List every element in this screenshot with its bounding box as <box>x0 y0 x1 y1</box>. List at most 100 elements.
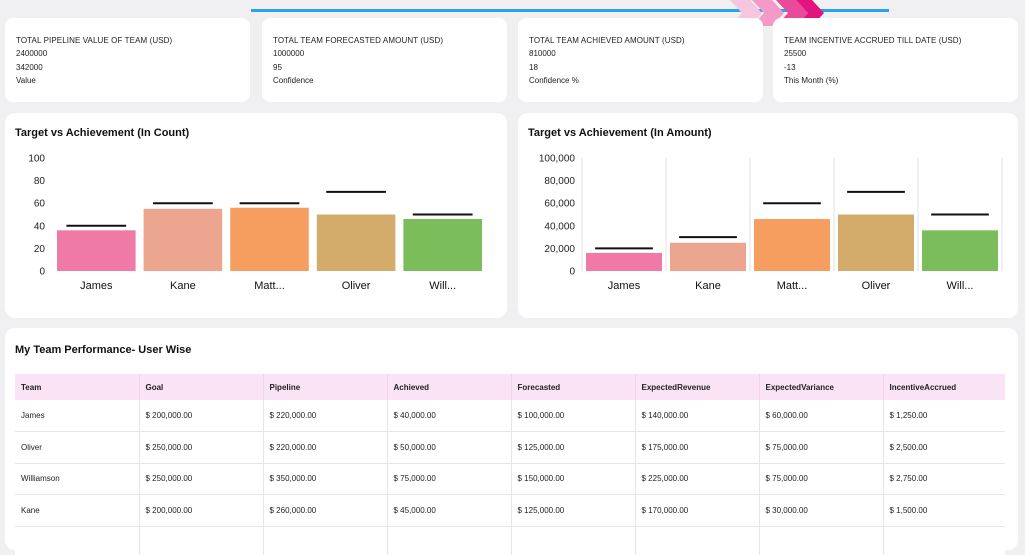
bar-kane[interactable] <box>670 242 746 271</box>
table-cell: $ 60,000.00 <box>759 400 884 432</box>
table-cell <box>139 526 264 555</box>
table-cell: Williamson <box>15 463 140 495</box>
table-cell: $ 40,000.00 <box>387 400 512 432</box>
bar-oliver[interactable] <box>838 214 914 272</box>
x-category-label: James <box>608 280 641 292</box>
table-cell <box>635 526 760 555</box>
table-cell: $ 75,000.00 <box>759 431 884 464</box>
table-row[interactable]: Oliver $ 250,000.00 $ 220,000.00 $ 50,00… <box>15 431 1005 464</box>
bar-will[interactable] <box>403 219 482 271</box>
table-cell: $ 260,000.00 <box>263 494 388 527</box>
y-tick-label: 20 <box>34 244 46 255</box>
kpi-title: TEAM INCENTIVE ACCRUED TILL DATE (USD) <box>784 36 962 45</box>
table-cell: $ 2,500.00 <box>883 431 1005 464</box>
table-cell: $ 75,000.00 <box>387 463 512 495</box>
amount-bar-chart: 0 20,000 40,000 60,000 80,000 100,000 James Kan… <box>539 154 1003 292</box>
kpi-card-pipeline: TOTAL PIPELINE VALUE OF TEAM (USD) 24000… <box>5 18 250 102</box>
column-header[interactable]: Pipeline <box>263 374 388 400</box>
y-tick-label: 40,000 <box>544 221 575 232</box>
table-row[interactable]: James $ 200,000.00 $ 220,000.00 $ 40,000… <box>15 400 1005 432</box>
table-cell: $ 1,500.00 <box>883 494 1005 527</box>
table-cell: Oliver <box>15 431 140 464</box>
kpi-sub-label: Confidence <box>273 75 314 85</box>
column-header[interactable]: Forecasted <box>511 374 636 400</box>
table-row[interactable] <box>15 526 1005 555</box>
y-tick-label: 80 <box>34 176 46 187</box>
chart-title: Target vs Achievement (In Count) <box>15 127 190 139</box>
table-cell: $ 125,000.00 <box>511 494 636 527</box>
bar-will[interactable] <box>922 230 998 271</box>
kpi-value: 1000000 <box>273 49 305 59</box>
bar-matt[interactable] <box>230 207 309 271</box>
y-tick-label: 0 <box>39 267 45 278</box>
column-header[interactable]: ExpectedRevenue <box>635 374 760 400</box>
kpi-sub-label: Value <box>16 75 36 85</box>
x-category-label: Will... <box>947 280 974 292</box>
kpi-value: 25500 <box>784 49 807 59</box>
table-cell <box>15 526 140 555</box>
kpi-sub-label: This Month (%) <box>784 75 839 85</box>
y-tick-label: 40 <box>34 221 46 232</box>
team-performance-table: Team Goal Pipeline Achieved Forecasted E… <box>15 374 1005 555</box>
table-row[interactable]: Williamson $ 250,000.00 $ 350,000.00 $ 7… <box>15 463 1005 495</box>
count-bar-chart: 0 20 40 60 80 100 James Kane Matt... Oliver Will..… <box>28 154 482 292</box>
column-header[interactable]: IncentiveAccrued <box>883 374 1005 400</box>
y-tick-label: 20,000 <box>544 244 575 255</box>
chart-card-amount: Target vs Achievement (In Amount) 0 20,00… <box>518 113 1018 318</box>
kpi-card-forecast: TOTAL TEAM FORECASTED AMOUNT (USD) 10000… <box>262 18 507 102</box>
table-cell: $ 220,000.00 <box>263 400 388 432</box>
table-cell: $ 175,000.00 <box>635 431 760 464</box>
bar-james[interactable] <box>586 252 662 271</box>
x-category-label: James <box>80 280 113 292</box>
x-category-label: Will... <box>429 280 456 292</box>
table-cell: $ 250,000.00 <box>139 463 264 495</box>
y-tick-label: 100,000 <box>539 154 576 165</box>
table-header-row: Team Goal Pipeline Achieved Forecasted E… <box>15 374 1005 400</box>
bar-oliver[interactable] <box>316 214 396 272</box>
kpi-sub-label: Confidence % <box>529 75 579 85</box>
table-cell <box>883 526 1005 555</box>
table-title: My Team Performance- User Wise <box>15 344 192 356</box>
bar-kane[interactable] <box>143 208 223 271</box>
table-cell <box>759 526 884 555</box>
table-cell: $ 100,000.00 <box>511 400 636 432</box>
kpi-sub-value: -13 <box>784 62 796 72</box>
table-cell: $ 45,000.00 <box>387 494 512 527</box>
bar-matt[interactable] <box>754 219 830 271</box>
table-cell: $ 200,000.00 <box>139 400 264 432</box>
table-cell: $ 200,000.00 <box>139 494 264 527</box>
column-header[interactable]: ExpectedVariance <box>759 374 884 400</box>
table-cell: $ 350,000.00 <box>263 463 388 495</box>
kpi-title: TOTAL TEAM ACHIEVED AMOUNT (USD) <box>529 36 685 45</box>
x-category-label: Matt... <box>777 280 808 292</box>
table-cell: $ 2,750.00 <box>883 463 1005 495</box>
table-cell: $ 75,000.00 <box>759 463 884 495</box>
table-row[interactable]: Kane $ 200,000.00 $ 260,000.00 $ 45,000.… <box>15 494 1005 527</box>
kpi-title: TOTAL PIPELINE VALUE OF TEAM (USD) <box>16 36 173 45</box>
table-cell: $ 30,000.00 <box>759 494 884 527</box>
column-header[interactable]: Team <box>15 374 140 400</box>
y-tick-label: 60 <box>34 199 46 210</box>
table-cell: $ 140,000.00 <box>635 400 760 432</box>
chart-title: Target vs Achievement (In Amount) <box>528 127 712 139</box>
kpi-card-achieved: TOTAL TEAM ACHIEVED AMOUNT (USD) 810000 … <box>518 18 763 102</box>
table-cell: $ 250,000.00 <box>139 431 264 464</box>
column-header[interactable]: Achieved <box>387 374 512 400</box>
kpi-sub-value: 95 <box>273 62 282 72</box>
table-cell: $ 220,000.00 <box>263 431 388 464</box>
kpi-sub-value: 342000 <box>16 62 43 72</box>
y-tick-label: 80,000 <box>544 176 575 187</box>
bar-james[interactable] <box>57 230 136 271</box>
table-cell: $ 125,000.00 <box>511 431 636 464</box>
table-cell: $ 50,000.00 <box>387 431 512 464</box>
table-cell: Kane <box>15 494 140 527</box>
y-tick-label: 100 <box>28 154 45 165</box>
column-header[interactable]: Goal <box>139 374 264 400</box>
table-cell: $ 1,250.00 <box>883 400 1005 432</box>
y-tick-label: 0 <box>569 267 575 278</box>
table-cell <box>263 526 388 555</box>
table-cell: $ 225,000.00 <box>635 463 760 495</box>
x-category-label: Oliver <box>862 280 891 292</box>
x-category-label: Kane <box>695 280 721 292</box>
kpi-value: 2400000 <box>16 49 48 59</box>
